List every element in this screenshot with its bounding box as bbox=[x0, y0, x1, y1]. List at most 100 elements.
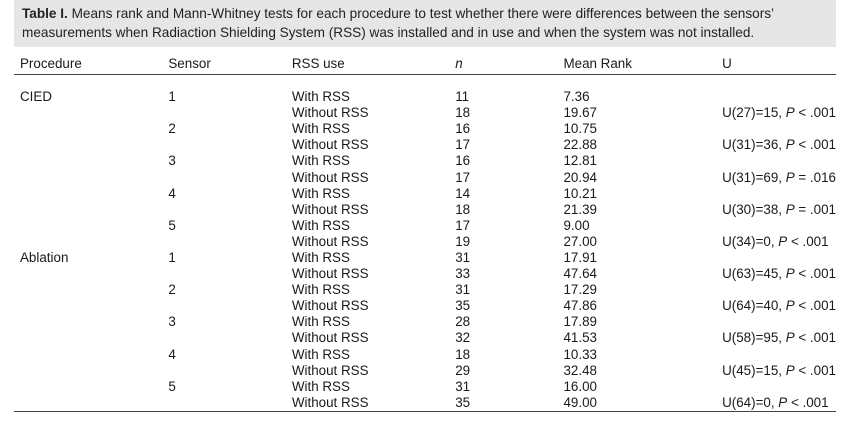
cell-mean-rank: 10.21 bbox=[563, 185, 597, 201]
cell-sensor bbox=[162, 137, 285, 153]
table-row: Without RSS 19 27.00 U(34)=0, P < .001 bbox=[14, 234, 836, 250]
cell-procedure bbox=[14, 234, 162, 250]
cell-procedure bbox=[14, 266, 162, 282]
cell-procedure bbox=[14, 169, 162, 185]
table-row: 5 With RSS 31 16.00 bbox=[14, 379, 836, 395]
cell-mean-rank: 10.75 bbox=[563, 121, 597, 137]
cell-sensor bbox=[162, 330, 285, 346]
cell-n: 28 bbox=[455, 314, 471, 330]
cell-sensor bbox=[162, 202, 285, 218]
table-row: Without RSS 35 47.86 U(64)=40, P < .001 bbox=[14, 298, 836, 314]
cell-u-statistic: U(31)=69, P = .016 bbox=[722, 169, 836, 185]
cell-sensor: 5 bbox=[168, 217, 176, 233]
cell-u-statistic bbox=[716, 186, 836, 202]
cell-u-statistic: U(58)=95, P < .001 bbox=[722, 330, 836, 346]
cell-sensor bbox=[162, 363, 285, 379]
cell-rss-use: With RSS bbox=[291, 121, 350, 137]
cell-mean-rank: 17.89 bbox=[563, 314, 597, 330]
caption-label: Table I. bbox=[22, 6, 68, 21]
table-row: Without RSS 33 47.64 U(63)=45, P < .001 bbox=[14, 266, 836, 282]
cell-sensor: 1 bbox=[168, 89, 176, 105]
cell-mean-rank: 12.81 bbox=[563, 153, 597, 169]
cell-mean-rank: 27.00 bbox=[563, 233, 597, 249]
cell-n: 17 bbox=[455, 169, 471, 185]
caption-text: Means rank and Mann-Whitney tests for ea… bbox=[22, 6, 774, 40]
cell-u-statistic bbox=[716, 379, 836, 395]
table-row: Without RSS 35 49.00 U(64)=0, P < .001 bbox=[14, 394, 836, 412]
header-n: n bbox=[449, 52, 558, 75]
cell-procedure bbox=[14, 394, 163, 412]
cell-n: 11 bbox=[455, 89, 470, 105]
cell-rss-use: Without RSS bbox=[291, 266, 369, 282]
cell-u-statistic: U(30)=38, P = .001 bbox=[722, 201, 836, 217]
header-mean-rank: Mean Rank bbox=[557, 52, 717, 75]
cell-mean-rank: 19.67 bbox=[563, 105, 597, 121]
cell-sensor: 2 bbox=[168, 282, 176, 298]
cell-mean-rank: 16.00 bbox=[563, 378, 597, 394]
table-row: Without RSS 17 22.88 U(31)=36, P < .001 bbox=[14, 137, 836, 153]
cell-sensor: 3 bbox=[168, 314, 176, 330]
cell-rss-use: Without RSS bbox=[291, 169, 369, 185]
cell-mean-rank: 41.53 bbox=[563, 330, 597, 346]
cell-procedure bbox=[14, 298, 162, 314]
cell-n: 29 bbox=[455, 362, 471, 378]
table-row: 4 With RSS 14 10.21 bbox=[14, 186, 836, 202]
table-caption: Table I. Means rank and Mann-Whitney tes… bbox=[14, 0, 836, 47]
cell-n: 31 bbox=[455, 249, 471, 265]
cell-procedure bbox=[14, 121, 162, 137]
table-row: CIED 1 With RSS 11 7.36 bbox=[14, 75, 836, 106]
cell-procedure bbox=[14, 202, 162, 218]
cell-n: 31 bbox=[455, 282, 471, 298]
cell-rss-use: With RSS bbox=[291, 217, 350, 233]
cell-procedure: Ablation bbox=[20, 249, 69, 265]
cell-n: 18 bbox=[455, 201, 471, 217]
cell-rss-use: With RSS bbox=[291, 249, 350, 265]
table-row: 4 With RSS 18 10.33 bbox=[14, 347, 836, 363]
cell-procedure bbox=[14, 282, 162, 298]
cell-n: 17 bbox=[455, 137, 471, 153]
cell-mean-rank: 47.86 bbox=[563, 298, 597, 314]
cell-rss-use: With RSS bbox=[291, 282, 350, 298]
cell-u-statistic: U(31)=36, P < .001 bbox=[722, 137, 836, 153]
cell-sensor bbox=[162, 105, 285, 121]
cell-n: 17 bbox=[455, 217, 471, 233]
table-row: Without RSS 17 20.94 U(31)=69, P = .016 bbox=[14, 169, 836, 185]
cell-sensor: 5 bbox=[168, 378, 176, 394]
cell-u-statistic: U(45)=15, P < .001 bbox=[722, 362, 836, 378]
cell-procedure bbox=[14, 330, 162, 346]
table-row: Without RSS 29 32.48 U(45)=15, P < .001 bbox=[14, 363, 836, 379]
cell-rss-use: With RSS bbox=[291, 346, 350, 362]
cell-n: 14 bbox=[455, 185, 471, 201]
header-sensor: Sensor bbox=[162, 52, 286, 75]
table-row: 3 With RSS 16 12.81 bbox=[14, 153, 836, 169]
cell-u-statistic bbox=[716, 218, 836, 234]
cell-procedure: CIED bbox=[20, 89, 52, 105]
cell-sensor bbox=[162, 169, 285, 185]
cell-n: 35 bbox=[449, 394, 558, 412]
table-row: Ablation 1 With RSS 31 17.91 bbox=[14, 250, 836, 266]
cell-rss-use: With RSS bbox=[291, 153, 350, 169]
cell-n: 19 bbox=[455, 233, 471, 249]
cell-sensor bbox=[162, 266, 285, 282]
cell-mean-rank: 32.48 bbox=[563, 362, 597, 378]
cell-sensor: 2 bbox=[168, 121, 176, 137]
cell-u-statistic bbox=[716, 75, 836, 106]
table-header-row: Procedure Sensor RSS use n Mean Rank U bbox=[14, 52, 836, 75]
cell-mean-rank: 22.88 bbox=[563, 137, 597, 153]
cell-procedure bbox=[14, 218, 162, 234]
cell-u-statistic bbox=[716, 153, 836, 169]
cell-u-statistic bbox=[716, 314, 836, 330]
cell-rss-use: Without RSS bbox=[285, 394, 450, 412]
cell-rss-use: Without RSS bbox=[291, 362, 369, 378]
cell-rss-use: Without RSS bbox=[291, 233, 369, 249]
cell-procedure bbox=[14, 153, 162, 169]
cell-sensor bbox=[162, 234, 285, 250]
table-row: Without RSS 32 41.53 U(58)=95, P < .001 bbox=[14, 330, 836, 346]
header-rss-use: RSS use bbox=[285, 52, 450, 75]
header-procedure: Procedure bbox=[14, 52, 163, 75]
cell-rss-use: With RSS bbox=[291, 378, 350, 394]
cell-u-statistic: U(64)=0, P < .001 bbox=[716, 394, 836, 412]
cell-mean-rank: 21.39 bbox=[563, 201, 597, 217]
cell-n: 35 bbox=[455, 298, 471, 314]
cell-rss-use: Without RSS bbox=[291, 105, 369, 121]
